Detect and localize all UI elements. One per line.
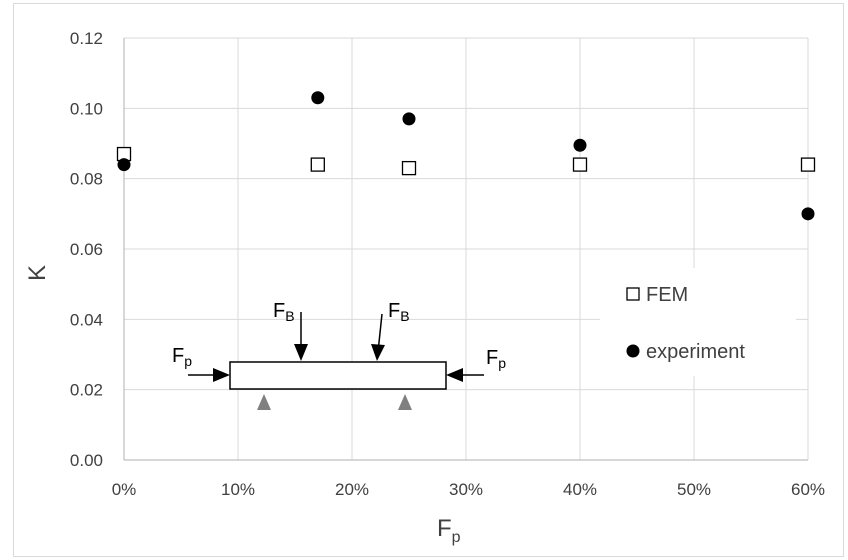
x-tick-label: 40% [563,480,597,499]
fb-left-arrow-head [294,344,308,361]
y-tick-label: 0.06 [70,240,103,259]
legend-background [600,268,796,376]
fp-left-arrow-head [213,368,230,382]
fb-right-label: FB [388,300,410,324]
fb-right-arrow-head [371,344,385,361]
y-tick-label: 0.10 [70,99,103,118]
beam-diagram: FB FB Fp Fp [172,300,506,410]
fem-point [401,160,417,176]
support-right [398,394,412,410]
experiment-point [311,91,325,105]
x-tick-label: 60% [791,480,825,499]
beam [229,361,447,390]
legend-fem-label: FEM [646,284,688,306]
experiment-point [402,112,416,126]
x-tick-label: 20% [335,480,369,499]
fp-right-arrow-head [446,368,463,382]
chart-border [13,3,844,557]
y-tick-label: 0.00 [70,451,103,470]
legend-experiment-marker [626,344,640,358]
experiment-point [801,207,815,221]
y-tick-label: 0.08 [70,170,103,189]
x-axis-title: Fp [437,515,461,546]
fem-point [800,157,816,172]
legend: FEM experiment [600,268,796,376]
x-axis-title-sub: p [452,529,461,546]
y-tick-label: 0.04 [70,310,103,329]
data-points [116,91,816,221]
experiment-point [117,158,131,172]
tick-labels: 0% 10% 20% 30% 40% 50% 60% 0.00 0.02 0.04 0.06 0.08… [70,29,825,499]
y-tick-label: 0.02 [70,381,103,400]
legend-experiment-label: experiment [646,341,745,363]
fem-point [310,157,325,172]
fp-right-label: Fp [486,347,506,371]
fp-left-label: Fp [172,345,192,369]
x-axis-title-main: F [437,515,452,542]
y-axis-title: K [24,265,51,281]
x-tick-label: 50% [677,480,711,499]
x-tick-label: 30% [449,480,483,499]
support-left [257,394,271,410]
y-tick-label: 0.12 [70,29,103,48]
experiment-point [573,138,587,152]
legend-fem-marker [626,287,640,301]
y-axis-title-text: K [24,265,51,281]
fem-point [572,157,588,172]
x-tick-label: 10% [221,480,255,499]
x-axis-title-text: Fp [437,515,461,546]
x-tick-label: 0% [112,480,137,499]
axes [123,38,808,461]
fb-left-label: FB [273,300,295,324]
